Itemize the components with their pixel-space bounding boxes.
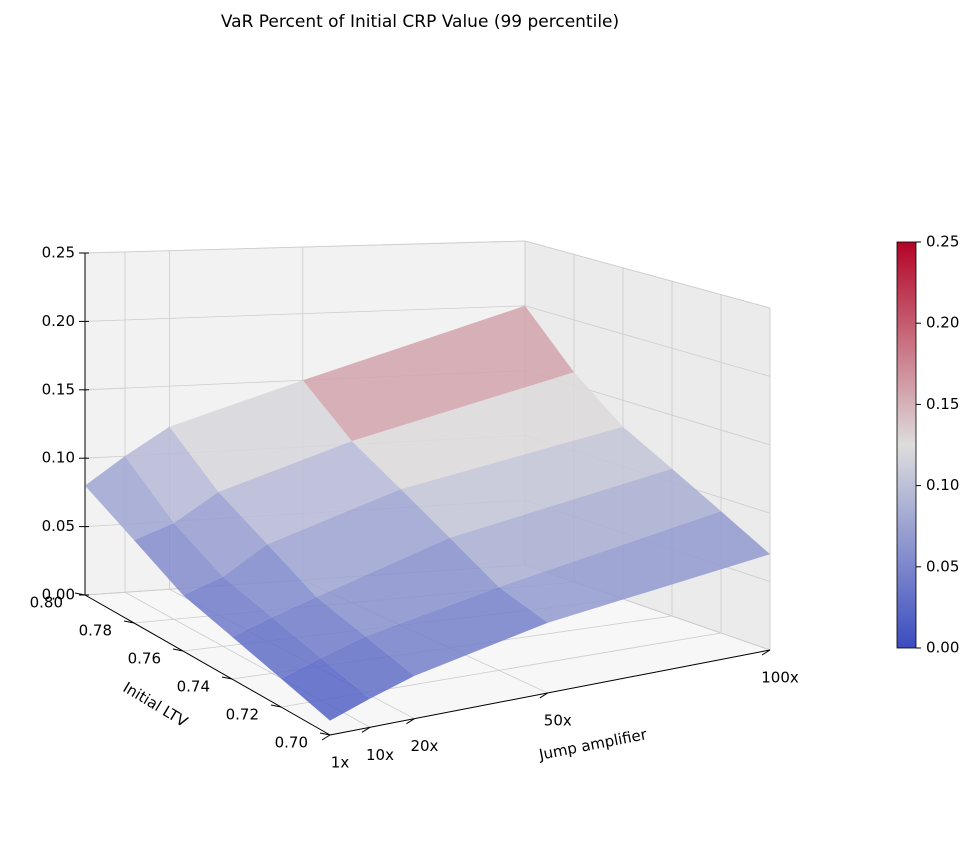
colorbar-tick-label: 0.25 — [926, 233, 959, 251]
surface-face — [400, 426, 672, 538]
y-tick — [172, 648, 184, 652]
x-tick — [406, 718, 415, 725]
x-tick — [361, 726, 371, 733]
y-tick-label: 0.74 — [177, 678, 210, 696]
surface-face — [267, 489, 450, 597]
colorbar-tick-label: 0.10 — [926, 476, 959, 494]
z-tick-label: 0.25 — [42, 244, 75, 262]
y-tick-label: 0.70 — [275, 734, 308, 752]
z-tick-label: 0.05 — [42, 517, 75, 535]
axis-line — [329, 649, 771, 736]
surface-face — [125, 426, 219, 523]
chart-title: VaR Percent of Initial CRP Value (99 per… — [221, 12, 619, 32]
axis-line — [84, 594, 331, 736]
grid-line — [524, 240, 771, 309]
surface-face — [232, 617, 321, 679]
surface-face — [85, 456, 174, 541]
surface-face — [223, 544, 317, 618]
surface-face — [498, 511, 770, 623]
z-tick-label: 0.20 — [42, 312, 75, 330]
surface-face — [449, 468, 721, 587]
colorbar-tick-label: 0.05 — [926, 557, 959, 575]
grid-line — [524, 305, 771, 377]
grid-line — [84, 305, 526, 322]
x-tick-label: 20x — [410, 737, 438, 755]
y-tick-label: 0.72 — [226, 706, 259, 724]
x-tick-label: 10x — [366, 746, 394, 764]
x-tick-label: 100x — [761, 669, 799, 687]
surface-face — [365, 587, 548, 676]
surface-face — [218, 441, 401, 545]
y-tick — [221, 676, 233, 680]
y-tick — [270, 704, 282, 708]
x-axis-label: Jump amplifier — [537, 725, 650, 764]
colorbar-tick-label: 0.20 — [926, 314, 959, 332]
z-tick-label: 0.15 — [42, 380, 75, 398]
colorbar — [896, 241, 917, 649]
y-tick — [74, 592, 86, 596]
surface-face — [321, 636, 415, 699]
grid-line — [84, 240, 526, 254]
surface-face — [174, 492, 268, 577]
z-tick-label: 0.00 — [42, 586, 75, 604]
x-tick — [539, 692, 549, 699]
colorbar-tick-label: 0.00 — [926, 639, 959, 657]
y-tick — [319, 732, 331, 736]
surface-face — [169, 380, 352, 492]
y-tick-label: 0.80 — [30, 594, 63, 612]
x-tick — [761, 649, 771, 656]
x-tick-label: 50x — [544, 711, 572, 729]
x-tick — [321, 734, 331, 741]
y-tick-label: 0.78 — [79, 622, 112, 640]
surface-face — [316, 537, 499, 637]
surface-face — [302, 305, 574, 442]
surface-face — [281, 657, 370, 721]
surface-face — [272, 597, 366, 658]
y-tick-label: 0.76 — [128, 650, 161, 668]
surface-face — [351, 372, 623, 490]
surface-face — [134, 523, 223, 596]
x-tick-label: 1x — [331, 754, 350, 772]
z-tick-label: 0.10 — [42, 449, 75, 467]
y-tick — [123, 620, 135, 624]
surface-face — [183, 576, 272, 637]
colorbar-tick-label: 0.15 — [926, 395, 959, 413]
